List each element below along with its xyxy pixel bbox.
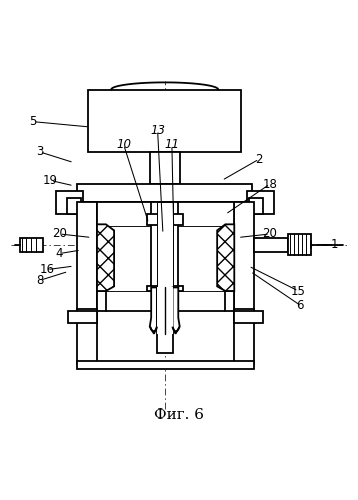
Text: 15: 15 [291,284,306,298]
Text: 4: 4 [56,247,63,260]
Bar [157,202,173,288]
Bar [234,309,254,364]
Text: 13: 13 [150,124,165,137]
Polygon shape [97,224,114,291]
Bar [147,286,183,291]
Text: 6: 6 [296,299,304,312]
Bar [88,90,241,152]
Text: 3: 3 [36,146,44,158]
Bar [77,202,97,310]
Bar [68,310,97,323]
Bar [56,191,83,214]
Bar [77,360,254,370]
Polygon shape [150,288,157,334]
Text: 5: 5 [29,115,37,128]
Bar [106,227,225,291]
Bar [234,310,263,323]
Bar [147,214,183,225]
Polygon shape [173,288,180,334]
Bar [288,234,311,256]
Text: 8: 8 [36,274,44,287]
Text: 11: 11 [164,138,179,151]
Bar [254,238,288,252]
Text: 16: 16 [39,263,54,276]
Bar [234,202,254,310]
Text: 20: 20 [52,228,67,240]
Bar [67,198,81,214]
Bar [157,288,173,334]
Bar [157,288,173,354]
Bar [247,191,274,214]
Bar [248,198,263,214]
Text: 10: 10 [116,138,131,151]
Bar [150,152,180,184]
Text: 1: 1 [330,238,338,251]
Text: Фиг. 6: Фиг. 6 [154,408,204,422]
Bar [97,202,234,227]
Text: 20: 20 [262,228,277,240]
Polygon shape [217,224,234,291]
Text: 2: 2 [256,152,263,166]
Bar [77,184,252,202]
Text: 18: 18 [262,178,277,190]
Bar [97,291,234,310]
Bar [151,202,178,288]
Bar [20,238,43,252]
Bar [77,309,97,364]
Text: 19: 19 [43,174,58,187]
